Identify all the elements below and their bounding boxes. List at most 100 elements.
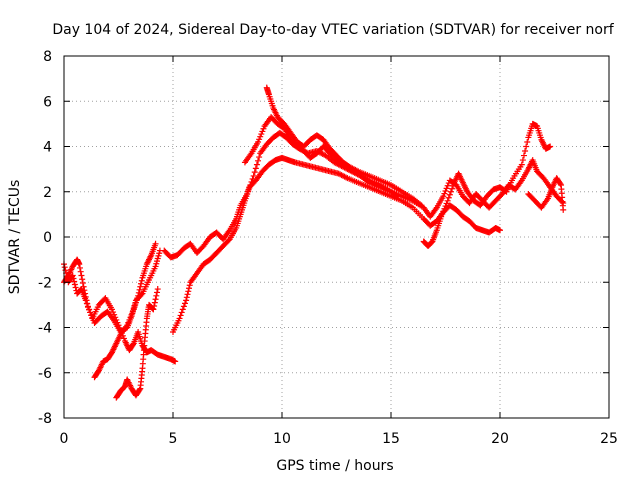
series-track-10 <box>525 175 567 213</box>
x-tick-label: 25 <box>600 431 618 447</box>
data-point-interp <box>156 250 163 257</box>
data-point-interp <box>248 178 255 185</box>
data-point <box>76 261 83 268</box>
data-point-interp <box>393 192 400 199</box>
data-point-interp <box>446 191 453 198</box>
y-tick-label: 8 <box>43 49 52 65</box>
data-point-interp <box>185 285 192 292</box>
data-point-interp <box>225 237 232 244</box>
data-point-interp <box>185 288 192 295</box>
data-point-interp <box>137 283 144 290</box>
data-point-interp <box>253 161 260 168</box>
data-point-interp <box>71 278 78 285</box>
y-tick-label: 2 <box>43 185 52 201</box>
data-point-interp <box>84 300 91 307</box>
data-point-interp <box>151 303 158 310</box>
x-tick-label: 20 <box>491 431 509 447</box>
y-tick-label: 6 <box>43 94 52 110</box>
data-point-interp <box>442 203 449 210</box>
y-tick-label: -8 <box>38 411 52 427</box>
y-tick-label: -4 <box>38 321 52 337</box>
data-point-interp <box>135 289 142 296</box>
data-point-interp <box>89 314 96 321</box>
y-axis-label: SDTVAR / TECUs <box>7 180 23 295</box>
data-point-interp <box>447 188 454 195</box>
data-point <box>547 143 554 150</box>
data-point-interp <box>136 386 143 393</box>
data-series <box>61 84 567 401</box>
data-point-interp <box>444 182 451 189</box>
data-point-interp <box>256 154 263 161</box>
data-point-interp <box>255 157 262 164</box>
data-point-interp <box>440 208 447 215</box>
data-point-interp <box>183 294 190 301</box>
x-tick-label: 0 <box>60 431 69 447</box>
data-point-interp <box>557 180 564 187</box>
data-point-interp <box>79 280 86 287</box>
x-tick-label: 5 <box>169 431 178 447</box>
data-point-interp <box>520 152 527 159</box>
data-point-interp <box>258 131 265 138</box>
data-point <box>440 193 447 200</box>
y-tick-label: -6 <box>38 366 52 382</box>
data-point-interp <box>81 287 88 294</box>
data-point <box>80 283 87 290</box>
data-point <box>152 240 159 247</box>
x-axis-label: GPS time / hours <box>276 458 393 474</box>
data-point-interp <box>61 264 68 271</box>
data-point-interp <box>177 312 184 319</box>
data-point-interp <box>76 264 83 271</box>
data-point-interp <box>136 286 143 293</box>
data-point-interp <box>86 306 93 313</box>
data-point <box>444 197 451 204</box>
data-point-interp <box>260 125 267 132</box>
data-point <box>152 263 159 270</box>
data-point-interp <box>247 181 254 188</box>
data-point-interp <box>78 272 85 279</box>
data-point <box>518 161 525 168</box>
data-point-interp <box>449 185 456 192</box>
data-point-interp <box>153 260 160 267</box>
data-point-interp <box>442 187 449 194</box>
data-point-interp <box>71 281 78 288</box>
series-track-9 <box>420 120 554 250</box>
data-point-interp <box>152 296 159 303</box>
data-point-interp <box>126 316 133 323</box>
x-tick-label: 10 <box>273 431 291 447</box>
data-point-interp <box>179 306 186 313</box>
data-point-interp <box>519 157 526 164</box>
data-point <box>183 297 190 304</box>
data-point-interp <box>138 280 145 287</box>
data-point-interp <box>153 292 160 299</box>
series-track-4 <box>113 286 161 401</box>
data-point <box>150 306 157 313</box>
data-point-interp <box>83 297 90 304</box>
data-point-interp <box>88 312 95 319</box>
data-point-interp <box>184 291 191 298</box>
data-point-interp <box>154 289 161 296</box>
data-point-interp <box>70 275 77 282</box>
data-point-interp <box>445 194 452 201</box>
data-point-interp <box>72 284 79 291</box>
data-point <box>418 202 425 209</box>
data-point-interp <box>154 258 161 265</box>
data-point-interp <box>128 311 135 318</box>
data-point-interp <box>251 169 258 176</box>
data-point <box>244 191 251 198</box>
data-point <box>108 306 115 313</box>
data-point-interp <box>450 182 457 189</box>
data-point-interp <box>245 187 252 194</box>
data-point <box>172 358 179 365</box>
data-point-interp <box>443 185 450 192</box>
data-point <box>394 193 401 200</box>
data-point-interp <box>77 268 84 275</box>
data-point-interp <box>138 277 145 284</box>
x-tick-label: 15 <box>382 431 400 447</box>
data-point <box>135 292 142 299</box>
data-point-interp <box>523 143 530 150</box>
data-point-interp <box>79 276 86 283</box>
data-point <box>124 322 131 329</box>
y-tick-label: -2 <box>38 275 52 291</box>
y-tick-label: 0 <box>43 230 52 246</box>
